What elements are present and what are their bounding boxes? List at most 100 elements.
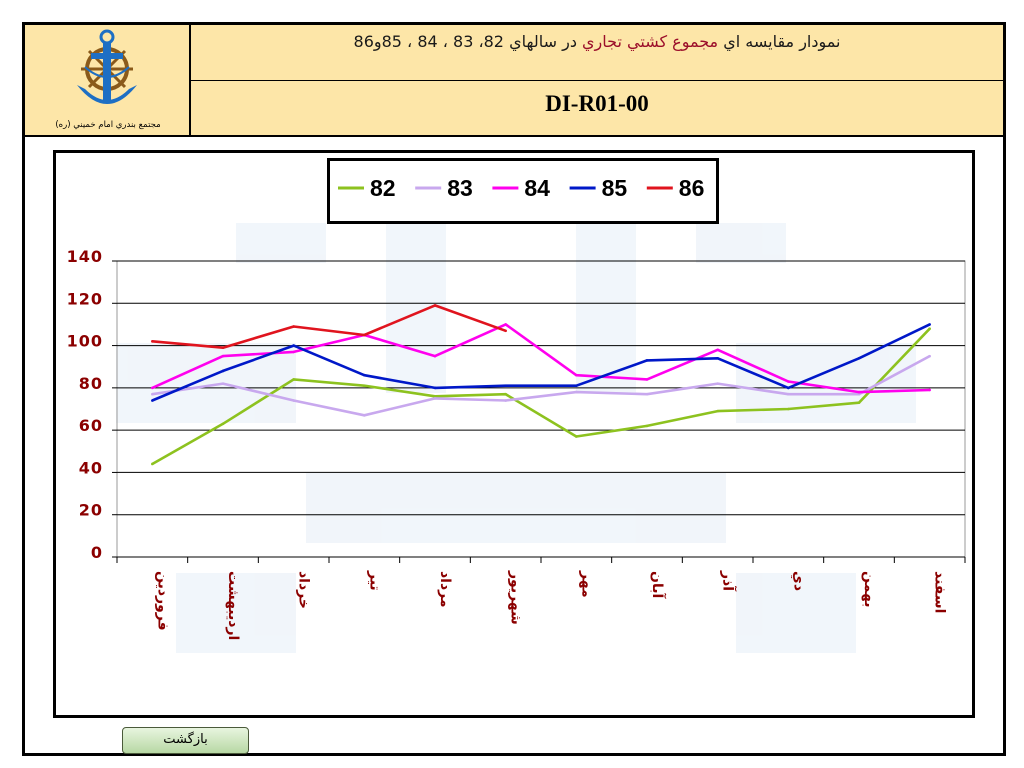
chart-box: 82 83 84 85 86 0 20 40 60 80 100 120 140 فروردين اردي… — [53, 150, 975, 718]
title-part-2: در سالهاي 82، 83 ، 84 ، 85و86 — [353, 32, 583, 51]
data-point — [716, 356, 719, 360]
data-point — [363, 384, 366, 388]
x-category-label: مرداد — [437, 571, 453, 608]
data-point — [857, 392, 861, 396]
chart-legend: 82 83 84 85 86 — [327, 158, 719, 224]
legend-label-83: 83 — [447, 175, 473, 201]
series-83 — [151, 354, 931, 417]
x-category-label: خرداد — [296, 571, 312, 609]
data-point — [645, 359, 649, 362]
data-point — [504, 392, 507, 396]
data-point — [433, 354, 437, 358]
x-category-label: اسفند — [932, 571, 948, 613]
data-point — [363, 414, 366, 417]
data-point — [857, 390, 861, 394]
title-accent: مجموع كشتي تجاري — [582, 32, 719, 51]
code-row: DI-R01-00 — [191, 81, 1003, 135]
data-point — [363, 333, 366, 337]
data-point — [292, 378, 295, 381]
data-point — [787, 380, 790, 383]
y-tick-label: 100 — [67, 332, 103, 351]
data-point — [151, 462, 154, 466]
data-point — [575, 390, 578, 394]
x-category-label: فروردين — [154, 571, 170, 631]
y-tick-label: 60 — [79, 416, 103, 435]
x-category-label: آبان — [649, 571, 667, 599]
data-point — [575, 384, 578, 388]
data-point — [433, 395, 437, 398]
line-chart: 0 20 40 60 80 100 120 140 فروردين ارديبهشت خرداد تي… — [67, 247, 966, 640]
data-point — [928, 388, 931, 392]
series-86 — [151, 304, 507, 349]
watermark-icon — [116, 193, 916, 653]
data-point — [787, 407, 790, 411]
data-point — [716, 382, 719, 385]
page-title: نمودار مقايسه اي مجموع كشتي تجاري در سال… — [191, 32, 1003, 51]
data-point — [575, 373, 578, 377]
legend-label-82: 82 — [370, 175, 396, 201]
x-category-label: بهمن — [861, 571, 877, 607]
data-point — [151, 386, 154, 390]
x-category-label: آذر — [720, 570, 738, 592]
data-point — [716, 409, 719, 413]
series-line-83 — [152, 354, 931, 417]
data-point — [292, 344, 295, 347]
data-point — [928, 354, 931, 358]
data-point — [928, 327, 931, 330]
data-point — [221, 422, 225, 426]
data-point — [433, 386, 437, 390]
data-point — [292, 399, 295, 402]
y-tick-label: 20 — [79, 501, 103, 520]
data-point — [292, 350, 295, 354]
logo-cell: مجتمع بندري امام خميني (ره) — [25, 25, 191, 135]
series-line-86 — [152, 304, 507, 349]
data-point — [221, 382, 225, 385]
data-point — [645, 392, 649, 396]
y-tick-label: 0 — [91, 543, 103, 562]
legend-label-84: 84 — [524, 175, 550, 201]
anchor-logo-icon — [77, 29, 137, 104]
data-point — [151, 340, 154, 343]
data-point — [363, 373, 366, 377]
y-tick-label: 80 — [79, 374, 103, 393]
legend-label-86: 86 — [679, 175, 705, 201]
data-point — [787, 386, 790, 390]
series-line-82 — [151, 327, 931, 466]
x-category-label: ارديبهشت — [225, 571, 241, 640]
y-tick-label: 40 — [79, 458, 103, 477]
data-point — [504, 329, 507, 333]
series-82 — [151, 327, 931, 466]
data-point — [151, 392, 154, 396]
data-point — [787, 392, 790, 396]
data-point — [504, 323, 507, 326]
x-category-label: تير — [366, 570, 382, 591]
data-point — [645, 424, 649, 428]
data-point — [221, 354, 225, 358]
data-point — [645, 378, 649, 381]
x-category-label: شهريور — [508, 570, 524, 625]
x-category-label: مهر — [578, 570, 594, 598]
data-point — [151, 399, 154, 402]
series-85 — [151, 323, 931, 402]
data-point — [504, 399, 507, 402]
y-tick-label: 140 — [67, 247, 103, 266]
data-point — [504, 384, 507, 388]
data-point — [857, 401, 861, 404]
back-button[interactable]: بازگشت — [122, 727, 249, 754]
data-point — [221, 346, 225, 349]
y-tick-label: 120 — [67, 289, 103, 308]
data-point — [575, 435, 578, 438]
data-point — [857, 356, 861, 360]
header: مجتمع بندري امام خميني (ره) نمودار مقايس… — [25, 25, 1003, 137]
series-line-85 — [151, 323, 931, 402]
data-point — [433, 397, 437, 400]
document-code: DI-R01-00 — [545, 91, 649, 116]
legend-svg: 82 83 84 85 86 — [338, 175, 705, 201]
data-point — [928, 323, 931, 326]
x-category-label: دي — [789, 571, 806, 591]
data-point — [292, 325, 295, 328]
data-point — [221, 369, 225, 373]
title-row: نمودار مقايسه اي مجموع كشتي تجاري در سال… — [191, 25, 1003, 81]
data-point — [433, 304, 437, 307]
logo-caption: مجتمع بندري امام خميني (ره) — [55, 120, 161, 130]
